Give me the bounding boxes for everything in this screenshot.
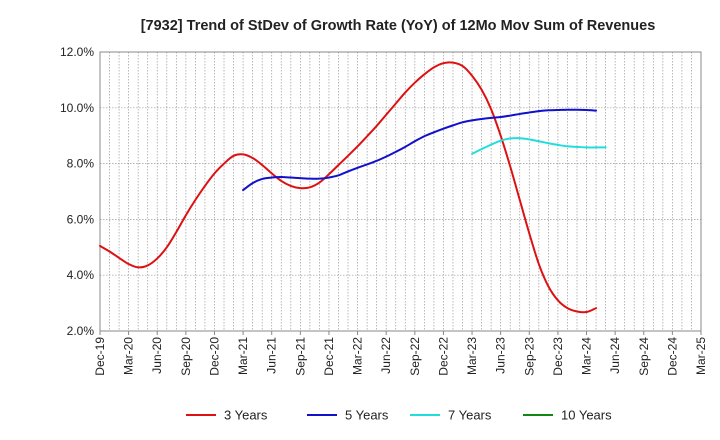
x-tick-label: Jun-21 <box>265 337 279 374</box>
x-tick-label: Dec-22 <box>436 337 450 376</box>
series-line-7-years <box>471 137 607 155</box>
x-tick-label: Sep-23 <box>522 337 536 376</box>
axes: 2.0% 4.0% 6.0% 8.0% 10.0% 12.0% Dec-19 Mar-20 Ju… <box>60 45 708 376</box>
x-tick-label: Sep-21 <box>293 337 307 376</box>
series-line-5-years <box>242 108 598 192</box>
grid <box>100 51 701 332</box>
x-tick-label: Jun-23 <box>494 337 508 374</box>
x-tick-label: Dec-23 <box>551 337 565 376</box>
y-tick-label: 10.0% <box>60 101 94 115</box>
x-tick-label: Dec-19 <box>93 337 107 376</box>
x-tick-label: Mar-20 <box>122 337 136 375</box>
y-tick-label: 4.0% <box>67 268 95 282</box>
x-tick-label: Mar-22 <box>351 337 365 375</box>
y-tick-label: 2.0% <box>67 324 95 338</box>
chart-title: [7932] Trend of StDev of Growth Rate (Yo… <box>141 18 656 34</box>
x-tick-label: Dec-21 <box>322 337 336 376</box>
legend-label-10-years: 10 Years <box>561 408 612 423</box>
y-tick-label: 8.0% <box>67 157 95 171</box>
x-tick-label: Sep-24 <box>637 337 651 376</box>
x-tick-label: Jun-22 <box>379 337 393 374</box>
series-line-3-years <box>99 61 598 314</box>
x-tick-label: Mar-25 <box>694 337 708 375</box>
y-tick-label: 6.0% <box>67 212 95 226</box>
x-tick-label: Mar-21 <box>236 337 250 375</box>
series-lines <box>99 61 607 314</box>
plot-frame <box>99 51 702 332</box>
x-tick-label: Jun-20 <box>150 337 164 374</box>
x-tick-label: Sep-20 <box>179 337 193 376</box>
x-tick-label: Mar-24 <box>580 337 594 375</box>
x-tick-label: Dec-24 <box>665 337 679 376</box>
y-tick-label: 12.0% <box>60 45 94 59</box>
legend-label-5-years: 5 Years <box>345 408 389 423</box>
legend: 3 Years 5 Years 7 Years 10 Years <box>186 408 612 423</box>
x-tick-label: Jun-24 <box>608 337 622 374</box>
plot-area <box>100 52 701 331</box>
legend-label-7-years: 7 Years <box>448 408 492 423</box>
x-tick-label: Dec-20 <box>207 337 221 376</box>
x-tick-label: Sep-22 <box>408 337 422 376</box>
x-tick-label: Mar-23 <box>465 337 479 375</box>
legend-label-3-years: 3 Years <box>224 408 268 423</box>
